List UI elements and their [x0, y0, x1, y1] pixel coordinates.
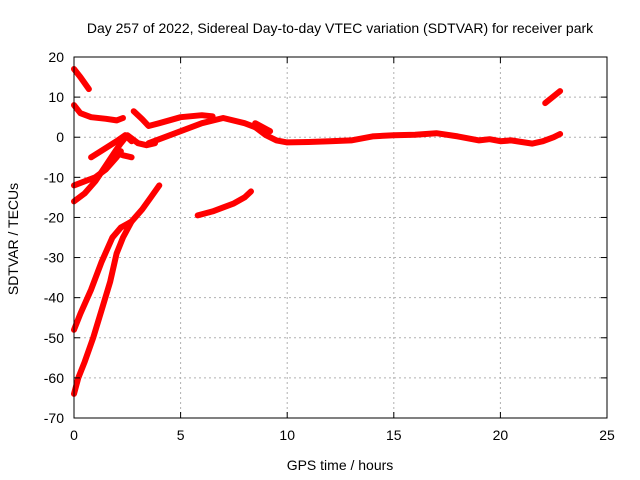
plot-frame	[73, 56, 608, 419]
x-tick-label: 5	[177, 427, 185, 443]
x-tick-label: 15	[386, 427, 402, 443]
series-arc-10	[252, 124, 564, 147]
x-tick-label: 0	[70, 427, 78, 443]
y-tick-label: -70	[44, 410, 64, 426]
axis-ticks: 0 5 10 15 20 25 -70 -60 -50 -40 -30 -20 -10 0 10 20	[44, 49, 615, 443]
y-tick-label: 20	[48, 49, 64, 65]
x-tick-label: 10	[279, 427, 295, 443]
series-arc-7	[130, 108, 216, 129]
y-tick-label: 0	[56, 129, 64, 145]
series-arc-6	[71, 132, 158, 205]
x-tick-label: 20	[493, 427, 509, 443]
series-arc-8	[145, 115, 259, 147]
y-tick-label: 10	[48, 89, 64, 105]
series-arc-13	[71, 182, 163, 333]
grid-lines	[74, 57, 607, 418]
y-tick-label: -10	[44, 169, 64, 185]
x-axis-label: GPS time / hours	[287, 457, 394, 473]
x-tick-label: 25	[599, 427, 615, 443]
series-arc-11	[542, 88, 564, 107]
data-series	[71, 66, 564, 397]
series-arc-5	[113, 150, 135, 161]
series-arc-14	[71, 218, 135, 397]
y-tick-label: -60	[44, 370, 64, 386]
y-axis-label: SDTVAR / TECUs	[5, 183, 21, 295]
chart-title: Day 257 of 2022, Sidereal Day-to-day VTE…	[87, 20, 594, 36]
y-tick-label: -50	[44, 330, 64, 346]
series-arc-9	[252, 120, 274, 135]
series-arc-12	[194, 188, 254, 219]
y-tick-label: -30	[44, 250, 64, 266]
y-tick-label: -20	[44, 209, 64, 225]
series-arc-2	[71, 102, 126, 124]
series-arc-1	[71, 66, 92, 93]
y-tick-label: -40	[44, 290, 64, 306]
